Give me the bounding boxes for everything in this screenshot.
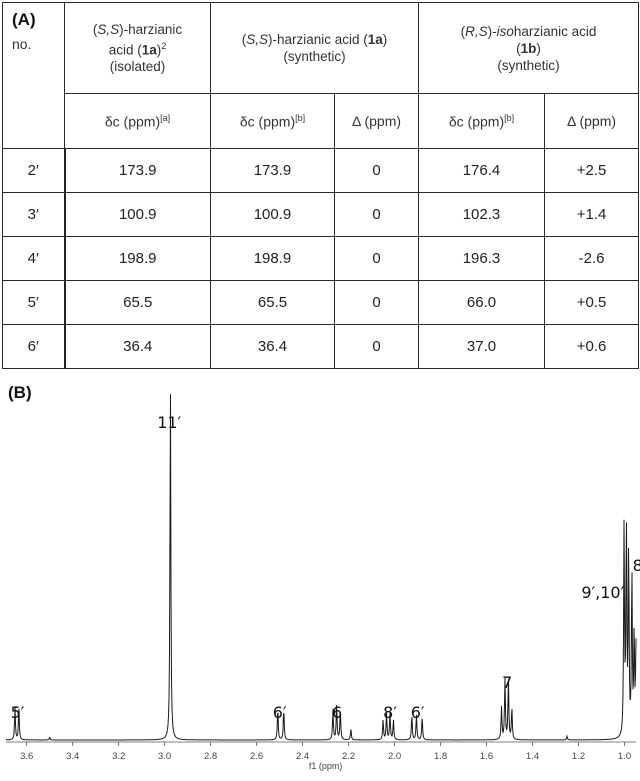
cell-delta-1b: +1.4 bbox=[543, 192, 640, 237]
x-tick-label: 1.6 bbox=[480, 751, 493, 762]
spectrum-trace-group bbox=[6, 394, 637, 741]
nmr-comparison-table-panel: (A) no. (S,S)-harzianic acid (1a)2 (isol… bbox=[0, 0, 640, 369]
cell-iso-shift: 102.3 bbox=[418, 192, 545, 237]
x-axis-title: f1 (ppm) bbox=[309, 761, 343, 771]
cell-delta-1a: 0 bbox=[334, 236, 419, 281]
peak-label-group: 5′ 11′ 6′ 6 8′ 6′ 7 9′,10′ 8 bbox=[11, 413, 640, 722]
row-position-label: 5′ bbox=[2, 280, 66, 325]
peak-label: 6 bbox=[332, 703, 342, 722]
table-subheader-row: δc (ppm)[a] δc (ppm)[b] Δ (ppm) δc (ppm)… bbox=[3, 93, 640, 149]
peak-label: 8 bbox=[633, 556, 640, 575]
cell-isolated-shift: 173.9 bbox=[64, 148, 211, 193]
table-row: 3′ 100.9 100.9 0 102.3 +1.4 bbox=[2, 192, 640, 237]
cell-isolated-shift: 65.5 bbox=[64, 280, 211, 325]
cell-delta-1b: +2.5 bbox=[543, 148, 640, 193]
no-column-header: no. bbox=[12, 36, 32, 52]
cell-delta-1a: 0 bbox=[334, 148, 419, 193]
table-row: 2′ 173.9 173.9 0 176.4 +2.5 bbox=[2, 148, 640, 193]
cell-synthetic-shift: 36.4 bbox=[210, 324, 335, 369]
cell-delta-1b: -2.6 bbox=[543, 236, 640, 281]
row-position-label: 4′ bbox=[2, 236, 66, 281]
table-row: 5′ 65.5 65.5 0 66.0 +0.5 bbox=[2, 280, 640, 325]
x-tick-label: 3.2 bbox=[112, 751, 125, 762]
cell-isolated-shift: 100.9 bbox=[64, 192, 211, 237]
h1-nmr-spectrum: (B) 5′ 11′ 6′ 6 8′ 6′ 7 9′,10′ 8 3.6 3.4 3.2 3.0 2.8… bbox=[6, 383, 640, 771]
x-tick-label: 2.8 bbox=[204, 751, 217, 762]
x-tick-label: 2.4 bbox=[296, 751, 309, 762]
x-tick-label: 3.6 bbox=[20, 751, 33, 762]
cell-iso-shift: 196.3 bbox=[418, 236, 545, 281]
panel-b-label: (B) bbox=[8, 383, 32, 402]
subheader-shift-isolated: δc (ppm)[a] bbox=[64, 93, 211, 149]
subheader-delta-1a: Δ (ppm) bbox=[334, 93, 419, 149]
table-header-row: (A) no. (S,S)-harzianic acid (1a)2 (isol… bbox=[2, 2, 640, 149]
panel-a-label: (A) bbox=[12, 10, 36, 29]
cell-isolated-shift: 198.9 bbox=[64, 236, 211, 281]
peak-label: 5′ bbox=[11, 703, 25, 722]
cell-delta-1b: +0.6 bbox=[543, 324, 640, 369]
subheader-shift-synthetic-1b: δc (ppm)[b] bbox=[418, 93, 545, 149]
cell-synthetic-shift: 100.9 bbox=[210, 192, 335, 237]
cell-delta-1a: 0 bbox=[334, 324, 419, 369]
x-tick-label: 1.8 bbox=[434, 751, 447, 762]
table-corner-cell: (A) no. bbox=[2, 2, 65, 149]
row-position-label: 2′ bbox=[2, 148, 66, 193]
cell-iso-shift: 176.4 bbox=[418, 148, 545, 193]
cell-delta-1a: 0 bbox=[334, 192, 419, 237]
header-isolated-1a: (S,S)-harzianic acid (1a)2 (isolated) bbox=[64, 2, 211, 94]
cell-iso-shift: 66.0 bbox=[418, 280, 545, 325]
x-tick-label: 1.4 bbox=[526, 751, 539, 762]
row-position-label: 6′ bbox=[2, 324, 66, 369]
cell-synthetic-shift: 65.5 bbox=[210, 280, 335, 325]
row-position-label: 3′ bbox=[2, 192, 66, 237]
table-row: 4′ 198.9 198.9 0 196.3 -2.6 bbox=[2, 236, 640, 281]
subheader-delta-1b: Δ (ppm) bbox=[543, 93, 640, 149]
x-tick-label: 3.0 bbox=[158, 751, 171, 762]
x-axis: 3.6 3.4 3.2 3.0 2.8 2.6 2.4 2.2 2.0 1.8 1.6 1.4 1.2 1… bbox=[6, 741, 636, 771]
x-tick-label: 2.0 bbox=[388, 751, 401, 762]
x-tick-label: 2.2 bbox=[342, 751, 355, 762]
peak-label: 6′ bbox=[411, 703, 425, 722]
x-tick-label: 1.0 bbox=[618, 751, 631, 762]
header-synthetic-1a: (S,S)-harzianic acid (1a) (synthetic) bbox=[210, 2, 419, 94]
spectrum-trace bbox=[6, 394, 637, 741]
header-synthetic-1b: (R,S)-isoharzianic acid (1b) (synthetic) bbox=[417, 2, 640, 94]
nmr-spectrum-panel: (B) 5′ 11′ 6′ 6 8′ 6′ 7 9′,10′ 8 3.6 3.4 3.2 3.0 2.8… bbox=[0, 370, 640, 781]
table-row: 6′ 36.4 36.4 0 37.0 +0.6 bbox=[2, 324, 640, 369]
cell-isolated-shift: 36.4 bbox=[64, 324, 211, 369]
cell-iso-shift: 37.0 bbox=[418, 324, 545, 369]
peak-label: 8′ bbox=[383, 703, 397, 722]
subheader-shift-synthetic-1a: δc (ppm)[b] bbox=[210, 93, 335, 149]
x-tick-label: 3.4 bbox=[66, 751, 79, 762]
peak-label: 7 bbox=[502, 673, 512, 692]
cell-delta-1a: 0 bbox=[334, 280, 419, 325]
peak-label: 11′ bbox=[157, 413, 181, 432]
x-tick-label: 2.6 bbox=[250, 751, 263, 762]
cell-synthetic-shift: 198.9 bbox=[210, 236, 335, 281]
peak-label: 6′ bbox=[273, 703, 287, 722]
cell-synthetic-shift: 173.9 bbox=[210, 148, 335, 193]
cell-delta-1b: +0.5 bbox=[543, 280, 640, 325]
peak-label: 9′,10′ bbox=[581, 583, 624, 602]
x-tick-label: 1.2 bbox=[572, 751, 585, 762]
nmr-shift-table: (A) no. (S,S)-harzianic acid (1a)2 (isol… bbox=[2, 2, 640, 369]
